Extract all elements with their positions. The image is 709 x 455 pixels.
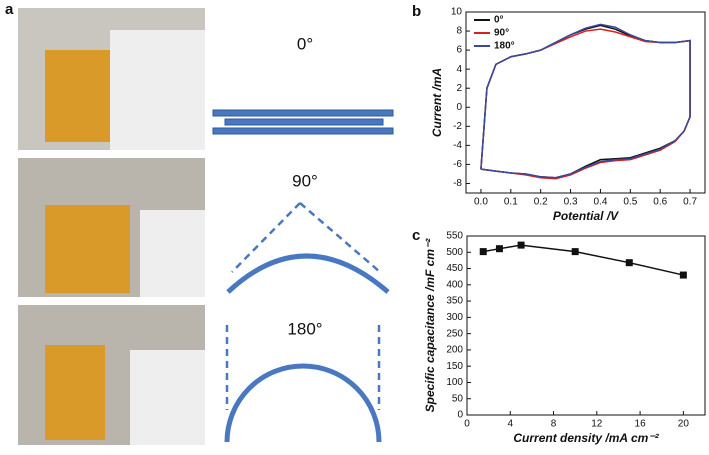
photo-ruler [140, 210, 205, 297]
photos [18, 8, 205, 445]
data-marker [517, 241, 525, 249]
bend-diagram [212, 109, 394, 443]
y-tick-label: 0 [457, 410, 463, 421]
y-tick-label: 6 [456, 45, 462, 56]
x-axis-title: Potential /V [553, 209, 619, 223]
y-tick-label: 500 [446, 247, 463, 258]
y-tick-label: 200 [446, 345, 463, 356]
legend-label: 180° [494, 41, 515, 52]
x-tick-label: 16 [635, 419, 647, 430]
y-tick-label: -2 [453, 121, 462, 132]
x-tick-label: 0.1 [504, 197, 518, 208]
x-tick-label: 0.2 [534, 197, 548, 208]
photo-device [45, 50, 115, 142]
photo-ruler [110, 30, 205, 150]
x-tick-label: 0 [464, 419, 470, 430]
y-axis-title: Specific capacitance /mF cm⁻² [423, 238, 437, 413]
panel-label: a [5, 1, 14, 18]
plot-frame [466, 235, 706, 416]
y-tick-label: 50 [452, 393, 464, 404]
y-tick-label: 250 [446, 328, 463, 339]
y-tick-label: 400 [446, 279, 463, 290]
layer [212, 127, 394, 135]
angle-label: 90° [292, 171, 318, 190]
photo-device [45, 205, 130, 293]
y-tick-label: -6 [453, 159, 462, 170]
angle-label: 180° [287, 319, 322, 338]
layer [212, 109, 394, 117]
y-tick-label: 550 [446, 231, 463, 242]
data-marker [679, 271, 687, 279]
y-tick-label: 150 [446, 361, 463, 372]
y-tick-label: 8 [456, 26, 462, 37]
y-tick-label: 0 [456, 102, 462, 113]
x-tick-label: 0.4 [593, 197, 607, 208]
x-tick-label: 0.7 [683, 197, 697, 208]
x-tick-label: 0.6 [653, 197, 667, 208]
y-tick-label: 450 [446, 263, 463, 274]
x-tick-label: 12 [591, 419, 603, 430]
data-marker [495, 245, 503, 253]
y-tick-label: 2 [456, 83, 462, 94]
photo-ruler [130, 350, 205, 445]
y-tick-label: 100 [446, 377, 463, 388]
x-tick-label: 0.3 [564, 197, 578, 208]
data-line [483, 244, 684, 276]
bent-device [226, 253, 390, 294]
x-tick-label: 4 [507, 419, 513, 430]
legend-label: 0° [494, 15, 504, 26]
x-axis-title: Current density /mA cm⁻² [513, 431, 659, 445]
panel-label: b [412, 3, 421, 20]
bent-device [224, 363, 382, 443]
plot-frame [465, 11, 706, 194]
y-tick-label: -4 [453, 140, 462, 151]
y-tick-label: 350 [446, 296, 463, 307]
y-tick-label: 4 [456, 64, 462, 75]
data-line [480, 23, 691, 179]
x-tick-label: 0.5 [623, 197, 637, 208]
legend-label: 90° [494, 28, 509, 39]
data-marker [571, 248, 579, 256]
panel-label: c [412, 227, 420, 244]
layer [224, 118, 384, 126]
x-tick-label: 8 [551, 419, 557, 430]
y-axis-title: Current /mA [430, 68, 444, 137]
y-tick-label: 10 [451, 7, 463, 18]
dashed-guide [225, 325, 381, 410]
data-marker [479, 248, 487, 256]
data-marker [625, 259, 633, 267]
y-tick-label: 300 [446, 312, 463, 323]
photo-device [45, 345, 105, 440]
x-tick-label: 0.0 [474, 197, 488, 208]
x-tick-label: 20 [678, 419, 690, 430]
dashed-guide [231, 202, 381, 273]
angle-label: 0° [297, 34, 313, 53]
y-tick-label: -8 [453, 178, 462, 189]
